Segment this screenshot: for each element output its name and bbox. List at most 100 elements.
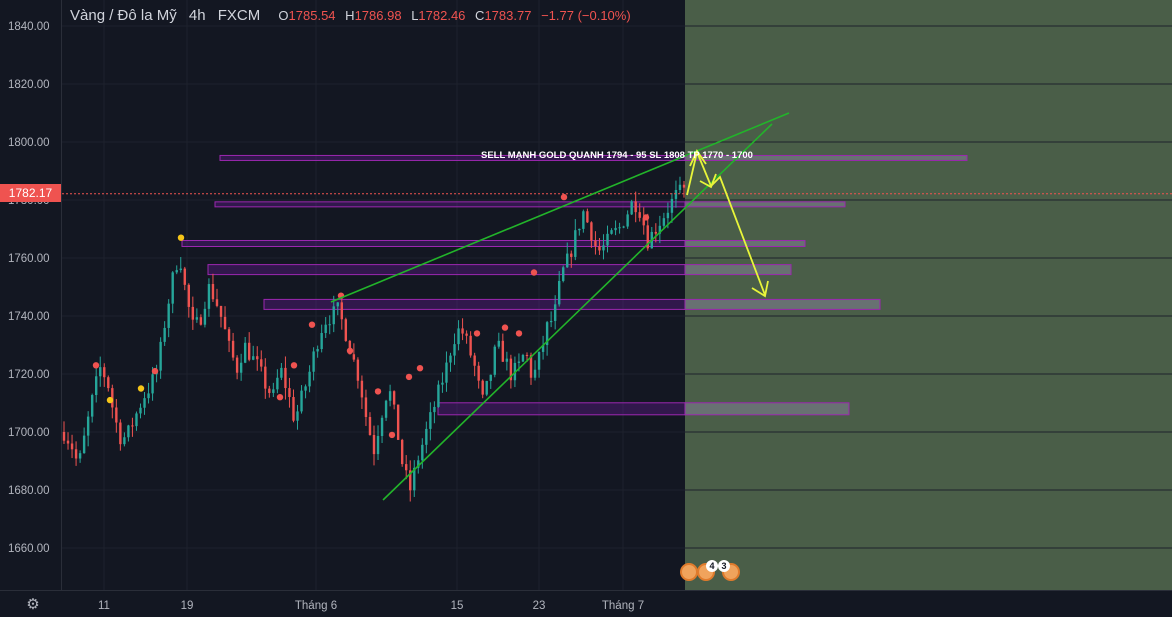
candle-body: [409, 470, 412, 491]
x-tick-label: Tháng 6: [295, 600, 337, 612]
price-zones: [181, 154, 968, 416]
candle-body: [223, 316, 227, 330]
candle-body: [183, 268, 186, 285]
candle-body: [392, 391, 396, 405]
candle-body: [163, 327, 166, 342]
low-value: 1782.46: [418, 8, 466, 23]
candle-body: [70, 443, 74, 450]
candle-body: [78, 453, 82, 459]
y-tick-label: 1660.00: [8, 543, 50, 555]
candle-body: [352, 354, 356, 360]
candle-body: [614, 227, 617, 231]
signal-dot: [92, 362, 100, 369]
candle-body: [610, 230, 613, 234]
candle-body: [541, 345, 545, 352]
x-tick-label: 11: [98, 600, 110, 612]
signal-dot: [473, 330, 481, 337]
candle-body: [86, 416, 90, 436]
candle-body: [549, 320, 553, 323]
grid-lines: [62, 0, 1172, 590]
candle-body: [586, 211, 589, 223]
symbol-name[interactable]: Vàng / Đô la Mỹ: [70, 7, 177, 24]
candle-body: [179, 268, 182, 271]
y-tick-label: 1820.00: [8, 79, 50, 91]
price-zone-forecast: [684, 201, 846, 208]
open-value: 1785.54: [288, 8, 336, 23]
candle-body: [276, 377, 279, 390]
candle-body: [268, 388, 271, 393]
candle-body: [211, 284, 215, 300]
candle-body: [654, 231, 658, 234]
candle-body: [191, 306, 195, 320]
candle-body: [264, 366, 267, 389]
low-label: L: [411, 8, 419, 23]
candle-body: [413, 467, 416, 491]
signal-dot: [388, 431, 396, 439]
arrowhead-target: [751, 280, 769, 298]
candle-body: [280, 367, 283, 378]
candle-body: [239, 362, 243, 373]
signal-dot: [137, 385, 145, 392]
candle-body: [103, 367, 106, 378]
signal-dot: [151, 367, 159, 375]
interval[interactable]: 4h: [188, 7, 206, 24]
candle-body: [231, 340, 235, 358]
price-zone-forecast: [684, 298, 881, 310]
candle-body: [344, 319, 348, 341]
candle-body: [203, 308, 207, 325]
candle-body: [477, 365, 480, 381]
candle-body: [574, 230, 577, 257]
candle-body: [336, 302, 339, 307]
candle-body: [626, 214, 629, 227]
candle-body: [437, 384, 440, 407]
candle-body: [658, 225, 662, 234]
candle-body: [207, 284, 211, 309]
candle-body: [417, 460, 420, 468]
arrowhead-peak: [689, 149, 707, 167]
candle-body: [497, 340, 501, 347]
candle-body: [670, 198, 674, 213]
candle-body: [123, 437, 126, 445]
candle-body: [219, 305, 223, 317]
candle-body: [449, 355, 452, 363]
signal-dot: [515, 330, 523, 337]
candle-body: [606, 233, 609, 246]
candle-body: [151, 374, 154, 394]
candle-body: [90, 395, 94, 417]
lower-trendline: [382, 123, 773, 501]
candle-body: [521, 354, 525, 362]
candle-body: [159, 341, 162, 371]
settings-gear-icon[interactable]: ⚙: [26, 596, 40, 613]
high-value: 1786.98: [354, 8, 402, 23]
candle-body: [429, 412, 432, 429]
candle-body: [529, 355, 533, 378]
arrowhead-dip: [699, 173, 717, 189]
candle-body: [127, 425, 130, 438]
candle-body: [284, 367, 287, 389]
candle-body: [320, 332, 323, 350]
candle-body: [489, 374, 492, 381]
candle-body: [618, 227, 621, 229]
trendlines: [330, 112, 790, 501]
price-zone: [263, 298, 686, 310]
candle-body: [400, 439, 404, 465]
candle-body: [598, 246, 601, 251]
candle-body: [630, 201, 633, 215]
candle-body: [557, 280, 561, 305]
candle-body: [481, 380, 484, 395]
signal-dot: [416, 365, 424, 372]
price-zone: [214, 201, 686, 208]
high-label: H: [345, 8, 355, 23]
economic-event-flag-icon[interactable]: [680, 563, 698, 581]
exchange: FXCM: [217, 7, 261, 24]
trade-annotation: SELL MẠNH GOLD QUANH 1794 - 95 SL 1808 T…: [481, 150, 753, 161]
candle-body: [167, 303, 170, 328]
event-count-badge: 3: [718, 560, 730, 572]
candle-body: [348, 340, 352, 355]
signal-dot: [290, 362, 298, 369]
candle-body: [215, 299, 219, 306]
candle-body: [570, 253, 573, 257]
candle-body: [111, 388, 114, 408]
candle-body: [187, 284, 191, 307]
